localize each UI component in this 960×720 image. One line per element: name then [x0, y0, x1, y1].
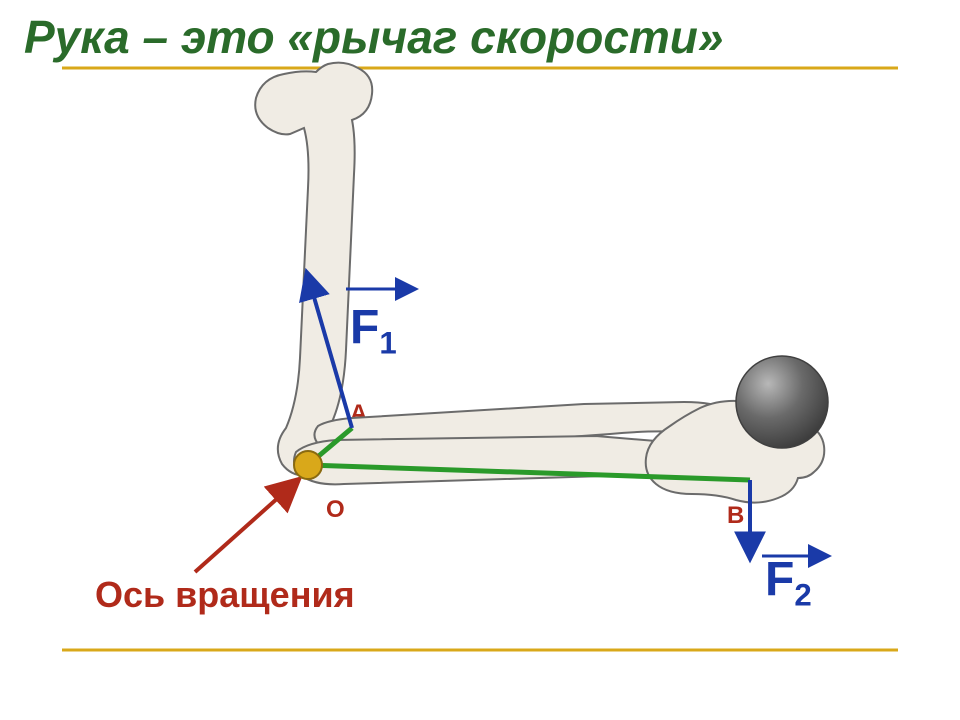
point-a-label: А: [350, 400, 367, 428]
ball-icon: [736, 356, 828, 448]
axis-arrow: [195, 480, 298, 572]
ulna-bone: [294, 436, 737, 485]
point-o-label: О: [326, 496, 345, 524]
force-2-letter: F: [765, 553, 794, 606]
force-1-label: F1: [350, 300, 397, 362]
page-title: Рука – это «рычаг скорости»: [24, 10, 723, 64]
force-1-vector: [307, 273, 352, 428]
force-2-label: F2: [765, 552, 812, 614]
radius-bone: [314, 402, 735, 452]
force-1-sub: 1: [379, 326, 396, 361]
force-1-letter: F: [350, 301, 379, 354]
pivot-point-icon: [294, 451, 322, 479]
lever-ob: [308, 465, 750, 480]
lever-oa: [308, 428, 352, 465]
point-b-label: В: [727, 502, 744, 530]
axis-label: Ось вращения: [95, 574, 355, 616]
force-2-sub: 2: [794, 578, 811, 613]
hand-bone: [646, 401, 825, 503]
